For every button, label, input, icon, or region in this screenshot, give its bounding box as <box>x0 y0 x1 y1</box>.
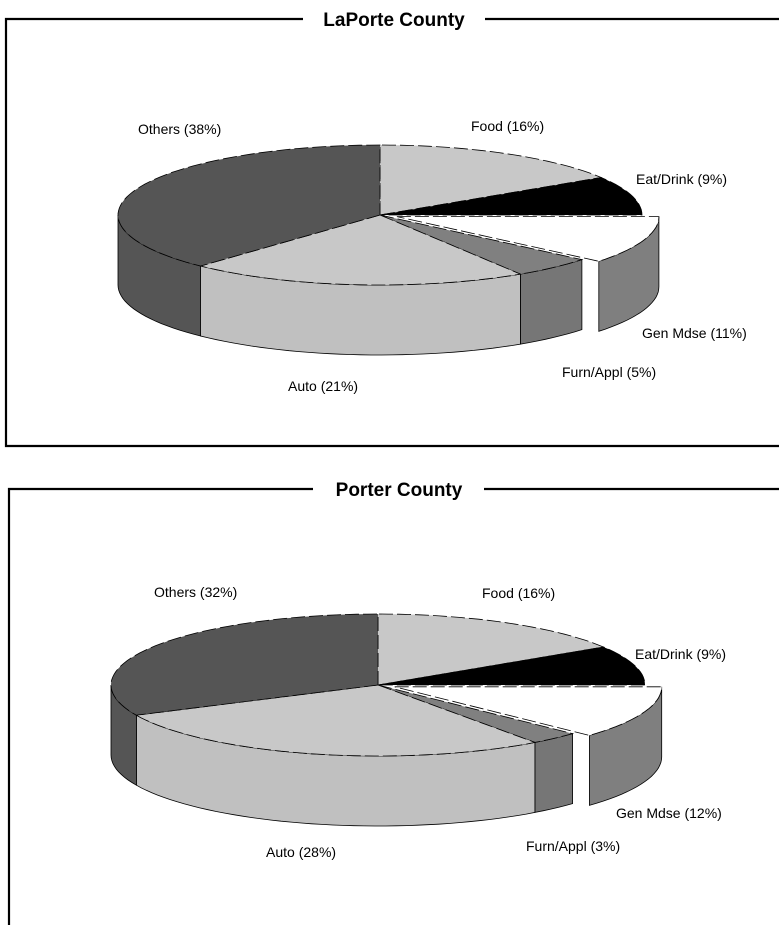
porter-pie-chart: Porter County Food (16%) Eat/Drink (9%) … <box>7 480 779 925</box>
slice-label-eat-drink: Eat/Drink (9%) <box>635 646 726 662</box>
slice-top-others <box>110 613 379 716</box>
chart-title: LaPorte County <box>323 10 465 31</box>
slice-label-others: Others (32%) <box>154 584 237 600</box>
pie-top <box>117 144 660 286</box>
slice-label-food: Food (16%) <box>482 585 555 601</box>
pie-top <box>110 613 663 757</box>
slice-top-auto <box>135 684 537 757</box>
slice-top-others <box>117 144 381 267</box>
slice-label-gen-mdse: Gen Mdse (12%) <box>616 805 722 821</box>
slice-top-food <box>379 144 603 216</box>
slice-top-gen-mdse <box>396 216 660 262</box>
slice-label-food: Food (16%) <box>471 118 544 134</box>
chart-frame <box>4 17 779 448</box>
slice-label-eat-drink: Eat/Drink (9%) <box>636 171 727 187</box>
slice-top-furn-appl <box>379 214 584 275</box>
slice-label-furn-appl: Furn/Appl (3%) <box>526 838 620 854</box>
slice-top-food <box>377 613 605 686</box>
slice-label-auto: Auto (28%) <box>266 844 336 860</box>
slice-labels: Food (16%) Eat/Drink (9%) Gen Mdse (11%)… <box>138 118 747 394</box>
slice-top-eat-drink <box>377 646 646 686</box>
slice-top-gen-mdse <box>394 686 663 736</box>
slice-label-gen-mdse: Gen Mdse (11%) <box>642 325 747 341</box>
slice-side-furn-appl <box>534 733 573 813</box>
slice-label-others: Others (38%) <box>138 121 221 137</box>
slice-labels: Food (16%) Eat/Drink (9%) Gen Mdse (12%)… <box>154 584 726 860</box>
pie-sides <box>110 684 663 827</box>
chart-frame <box>7 487 779 925</box>
slice-top-auto <box>199 214 522 286</box>
chart-title: Porter County <box>336 480 463 501</box>
slice-label-auto: Auto (21%) <box>288 378 358 394</box>
slice-top-eat-drink <box>379 177 643 216</box>
slice-top-furn-appl <box>377 684 575 743</box>
laporte-pie-chart: LaPorte County Food (16%) Eat/Drink (9%)… <box>4 10 779 448</box>
slice-label-furn-appl: Furn/Appl (5%) <box>562 364 656 380</box>
